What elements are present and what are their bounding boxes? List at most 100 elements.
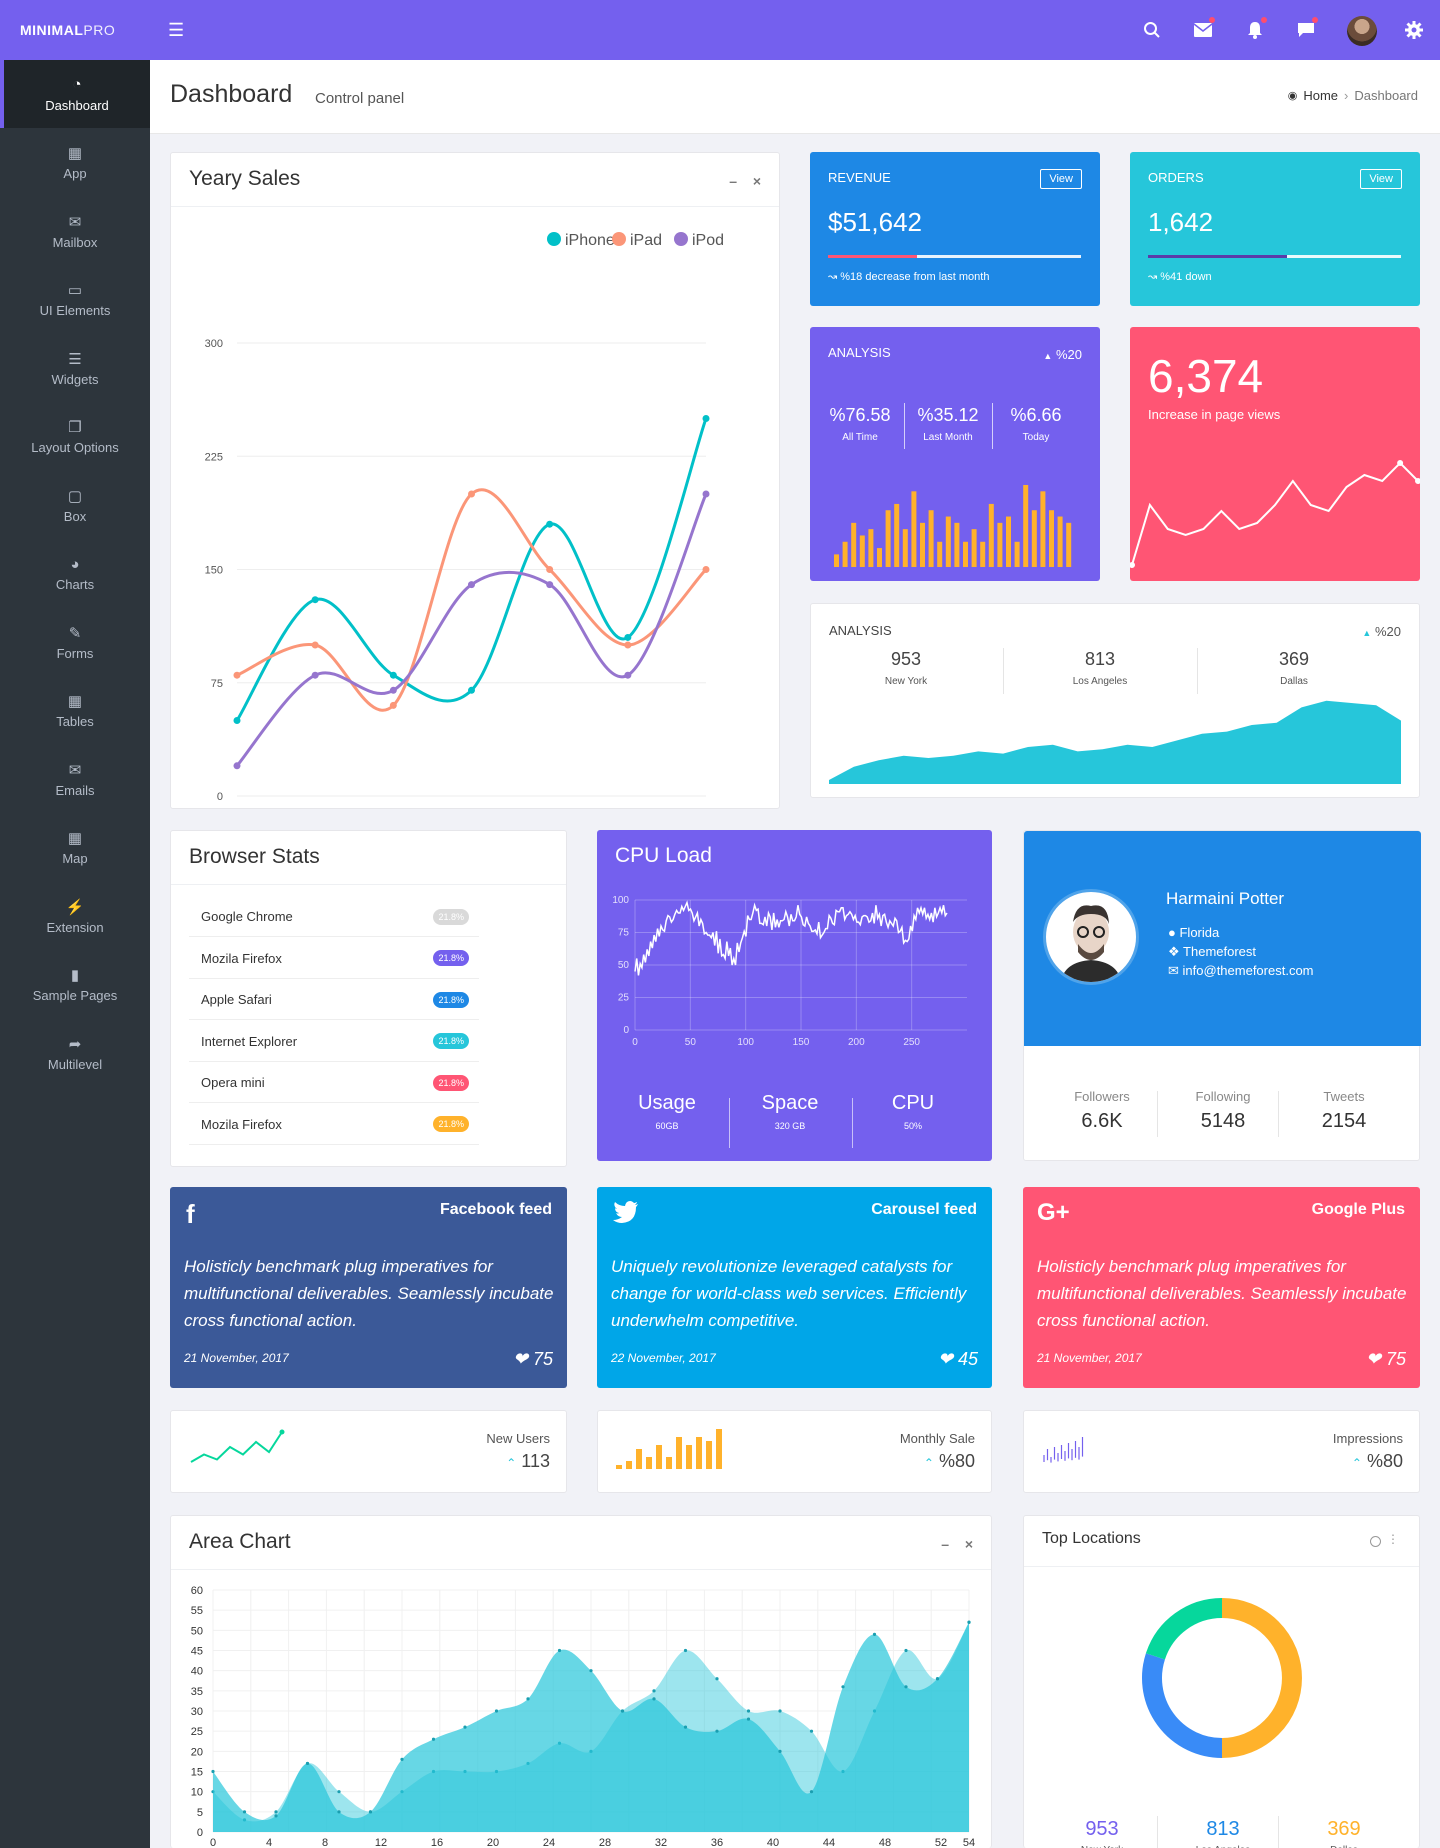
cpu-stat-value: 50% [903, 1121, 922, 1131]
analysis-stat: %35.12 Last Month [908, 405, 988, 443]
point [431, 1737, 436, 1741]
brand-logo[interactable]: MINIMAL PRO [0, 0, 150, 60]
profile-twitter[interactable]: Themeforest [1183, 944, 1257, 959]
open-envelope-icon: ✉ [68, 761, 82, 779]
yearly-sales-chart: iPhoneiPadiPod07515022530020102011201220… [205, 232, 724, 803]
series-line [236, 488, 708, 712]
sidebar-item-ui-elements[interactable]: ▭ UI Elements [0, 266, 150, 334]
stat-divider [904, 403, 905, 449]
facebook-icon[interactable]: f [186, 1199, 195, 1229]
bar [988, 503, 994, 567]
feed-date: 22 November, 2017 [611, 1351, 716, 1365]
close-icon[interactable]: × [964, 1536, 973, 1552]
sidebar-item-emails[interactable]: ✉ Emails [0, 745, 150, 813]
cpu-stat-value: 60GB [655, 1121, 679, 1131]
browser-name: Mozila Firefox [201, 1116, 282, 1132]
share-icon: ➦ [68, 1035, 82, 1053]
bar [963, 541, 968, 567]
avatar[interactable] [1347, 16, 1377, 46]
bar [834, 554, 839, 567]
analysis-label: ANALYSIS [828, 345, 891, 360]
close-icon[interactable]: × [752, 173, 761, 189]
tick-label: 50 [191, 1625, 203, 1637]
sidebar-item-layout-options[interactable]: ❐ Layout Options [0, 403, 150, 471]
sidebar-item-label: Sample Pages [32, 988, 118, 1003]
bell-icon[interactable] [1243, 17, 1267, 42]
menu-toggle-icon[interactable]: ☰ [168, 20, 185, 40]
feed-likes[interactable]: ❤ 45 [938, 1349, 978, 1370]
sidebar-item-app[interactable]: ▦ App [0, 129, 150, 197]
sidebar-item-dashboard[interactable]: ◔ Dashboard [0, 60, 150, 128]
tick-label: 0 [632, 1037, 638, 1048]
point [337, 1810, 341, 1814]
sidebar-item-label: Map [62, 851, 88, 866]
browser-row[interactable]: Mozila Firefox 21.8% [189, 1105, 479, 1145]
sidebar-item-widgets[interactable]: ☰ Widgets [0, 334, 150, 402]
browser-row[interactable]: Opera mini 21.8% [189, 1063, 479, 1103]
feed-likes[interactable]: ❤ 75 [513, 1349, 553, 1370]
stat-divider [1157, 1816, 1158, 1848]
minimize-icon[interactable]: – [941, 1536, 949, 1552]
point [652, 1689, 656, 1693]
sidebar-item-multilevel[interactable]: ➦ Multilevel [0, 1019, 150, 1087]
orders-view-button[interactable]: View [1360, 169, 1402, 189]
sidebar-item-box[interactable]: ▢ Box [0, 471, 150, 539]
card-title: Area Chart [189, 1530, 291, 1553]
sidebar-item-extension[interactable]: ⚡ Extension [0, 882, 150, 950]
sidebar-item-map[interactable]: ▦ Map [0, 814, 150, 882]
profile-details: ● Florida ❖ Themeforest ✉ info@themefore… [1168, 923, 1314, 980]
sidebar-item-sample-pages[interactable]: ▮ Sample Pages [0, 951, 150, 1019]
google-plus-icon[interactable]: G+ [1037, 1199, 1070, 1226]
tick-label: 36 [711, 1837, 723, 1848]
chat-icon[interactable] [1294, 17, 1318, 42]
point [305, 1761, 310, 1766]
revenue-view-button[interactable]: View [1040, 169, 1082, 189]
bar [894, 503, 900, 567]
point [589, 1669, 593, 1673]
revenue-footer-text: %18 decrease from last month [840, 271, 990, 283]
mail-icon[interactable] [1191, 17, 1215, 42]
tick-label: 15 [191, 1767, 203, 1779]
sidebar-item-tables[interactable]: ▦ Tables [0, 677, 150, 745]
bar [868, 529, 874, 567]
orders-label: ORDERS [1148, 170, 1204, 185]
gear-icon[interactable] [1402, 18, 1426, 42]
page-views-card: 6,374 Increase in page views [1130, 327, 1420, 581]
browser-row[interactable]: Apple Safari 21.8% [189, 980, 479, 1020]
sidebar-item-charts[interactable]: ◕ Charts [0, 540, 150, 608]
bar [656, 1445, 662, 1469]
sidebar-item-forms[interactable]: ✎ Forms [0, 608, 150, 676]
profile-stat-label: Followers [1074, 1089, 1130, 1104]
point [233, 717, 241, 724]
city-stat-value: 813 [1084, 649, 1116, 669]
monthly-sale-card: Monthly Sale ⌃ %80 [597, 1410, 992, 1493]
city-stat: 369 Dallas [1239, 649, 1349, 687]
tick-label: 4 [266, 1837, 272, 1848]
twitter-icon[interactable] [613, 1201, 639, 1228]
analysis-stat-label: Today [1022, 432, 1050, 443]
browser-row[interactable]: Google Chrome 21.8% [189, 897, 479, 937]
heart-icon: ❤ [1365, 1349, 1381, 1369]
profile-email[interactable]: info@themeforest.com [1182, 963, 1314, 978]
point [715, 1677, 719, 1681]
city-stat: 813 Los Angeles [1045, 649, 1155, 687]
refresh-icon[interactable] [1370, 1536, 1381, 1547]
donut-slice [1142, 1653, 1223, 1758]
tick-label: 54 [963, 1837, 975, 1848]
minimize-icon[interactable]: – [729, 173, 737, 189]
browser-row[interactable]: Internet Explorer 21.8% [189, 1022, 479, 1062]
orders-progress [1148, 255, 1401, 258]
point [311, 671, 319, 679]
search-icon[interactable] [1140, 18, 1164, 42]
analysis-cities-chart [829, 700, 1401, 784]
orders-footer-text: %41 down [1160, 271, 1212, 283]
breadcrumb-home[interactable]: Home [1303, 88, 1339, 103]
grid-icon: ▦ [67, 145, 83, 162]
feed-likes[interactable]: ❤ 75 [1366, 1349, 1406, 1370]
tick-label: 250 [903, 1037, 920, 1048]
sidebar-item-mailbox[interactable]: ✉ Mailbox [0, 197, 150, 265]
tick-label: 8 [322, 1837, 328, 1848]
browser-row[interactable]: Mozila Firefox 21.8% [189, 939, 479, 979]
profile-stat-label: Tweets [1323, 1089, 1365, 1104]
more-icon[interactable]: ⋮ [1387, 1532, 1399, 1546]
